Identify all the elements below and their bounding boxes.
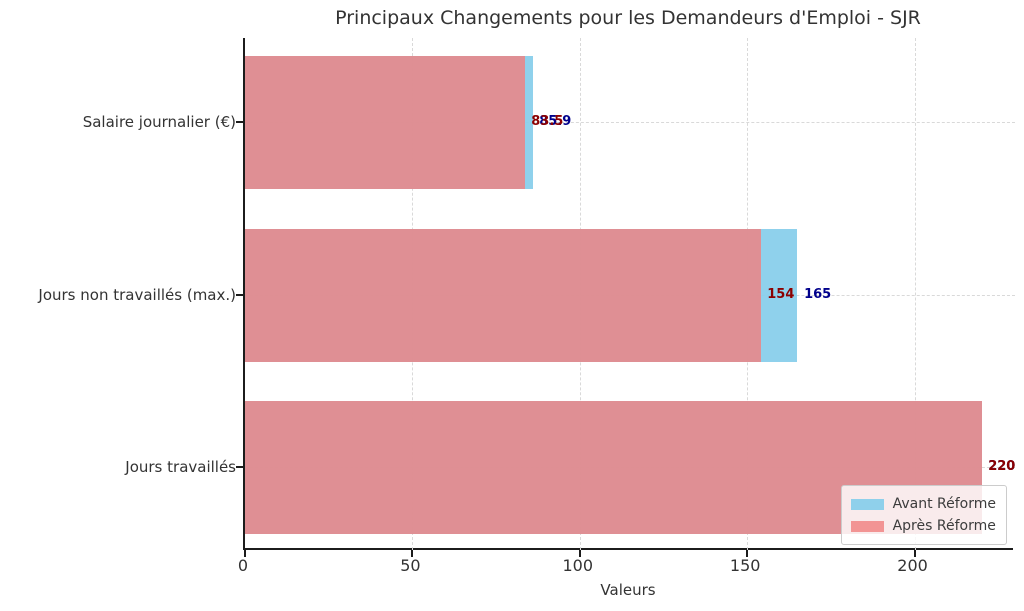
y-tick-label: Salaire journalier (€) bbox=[82, 113, 236, 131]
bar-apres-reforme bbox=[245, 55, 525, 189]
x-tick-label: 50 bbox=[400, 556, 421, 575]
y-tick-mark bbox=[236, 294, 243, 296]
y-tick-label: Jours travaillés bbox=[125, 458, 236, 476]
value-label-apres: 83.5 bbox=[531, 114, 564, 129]
bar-apres-reforme bbox=[245, 228, 761, 362]
x-tick-label: 200 bbox=[897, 556, 928, 575]
value-label-avant: 85.9 bbox=[539, 114, 572, 129]
x-tick-label: 150 bbox=[729, 556, 761, 575]
plot-area: Avant Réforme Après Réforme 85.9 165 220 83.… bbox=[236, 38, 1016, 557]
legend-item-avant: Avant Réforme bbox=[850, 493, 996, 515]
chart-title: Principaux Changements pour les Demandeu… bbox=[335, 7, 921, 29]
y-tick-label: Jours non travaillés (max.) bbox=[38, 286, 236, 304]
x-tick-label: 100 bbox=[562, 556, 594, 575]
legend-label-avant: Avant Réforme bbox=[892, 496, 996, 512]
value-label-apres: 154 bbox=[767, 287, 795, 302]
y-tick-mark bbox=[236, 466, 243, 468]
y-tick-mark bbox=[236, 121, 243, 123]
gridline-vertical bbox=[914, 38, 916, 550]
value-label-apres: 220 bbox=[988, 459, 1016, 474]
x-tick-mark bbox=[746, 550, 749, 557]
legend: Avant Réforme Après Réforme bbox=[840, 485, 1007, 545]
value-label-avant: 220 bbox=[988, 459, 1016, 474]
x-tick-label: 0 bbox=[237, 556, 249, 575]
x-tick-mark bbox=[578, 550, 581, 557]
legend-item-apres: Après Réforme bbox=[850, 515, 996, 537]
x-tick-mark bbox=[411, 550, 414, 557]
x-tick-mark bbox=[244, 550, 246, 557]
legend-swatch-avant bbox=[850, 498, 884, 510]
value-label-avant: 165 bbox=[804, 287, 832, 302]
legend-swatch-apres bbox=[850, 520, 884, 532]
x-axis-label: Valeurs bbox=[600, 581, 656, 599]
x-tick-mark bbox=[913, 550, 916, 557]
legend-label-apres: Après Réforme bbox=[892, 518, 996, 534]
gridline-horizontal bbox=[245, 122, 1015, 123]
